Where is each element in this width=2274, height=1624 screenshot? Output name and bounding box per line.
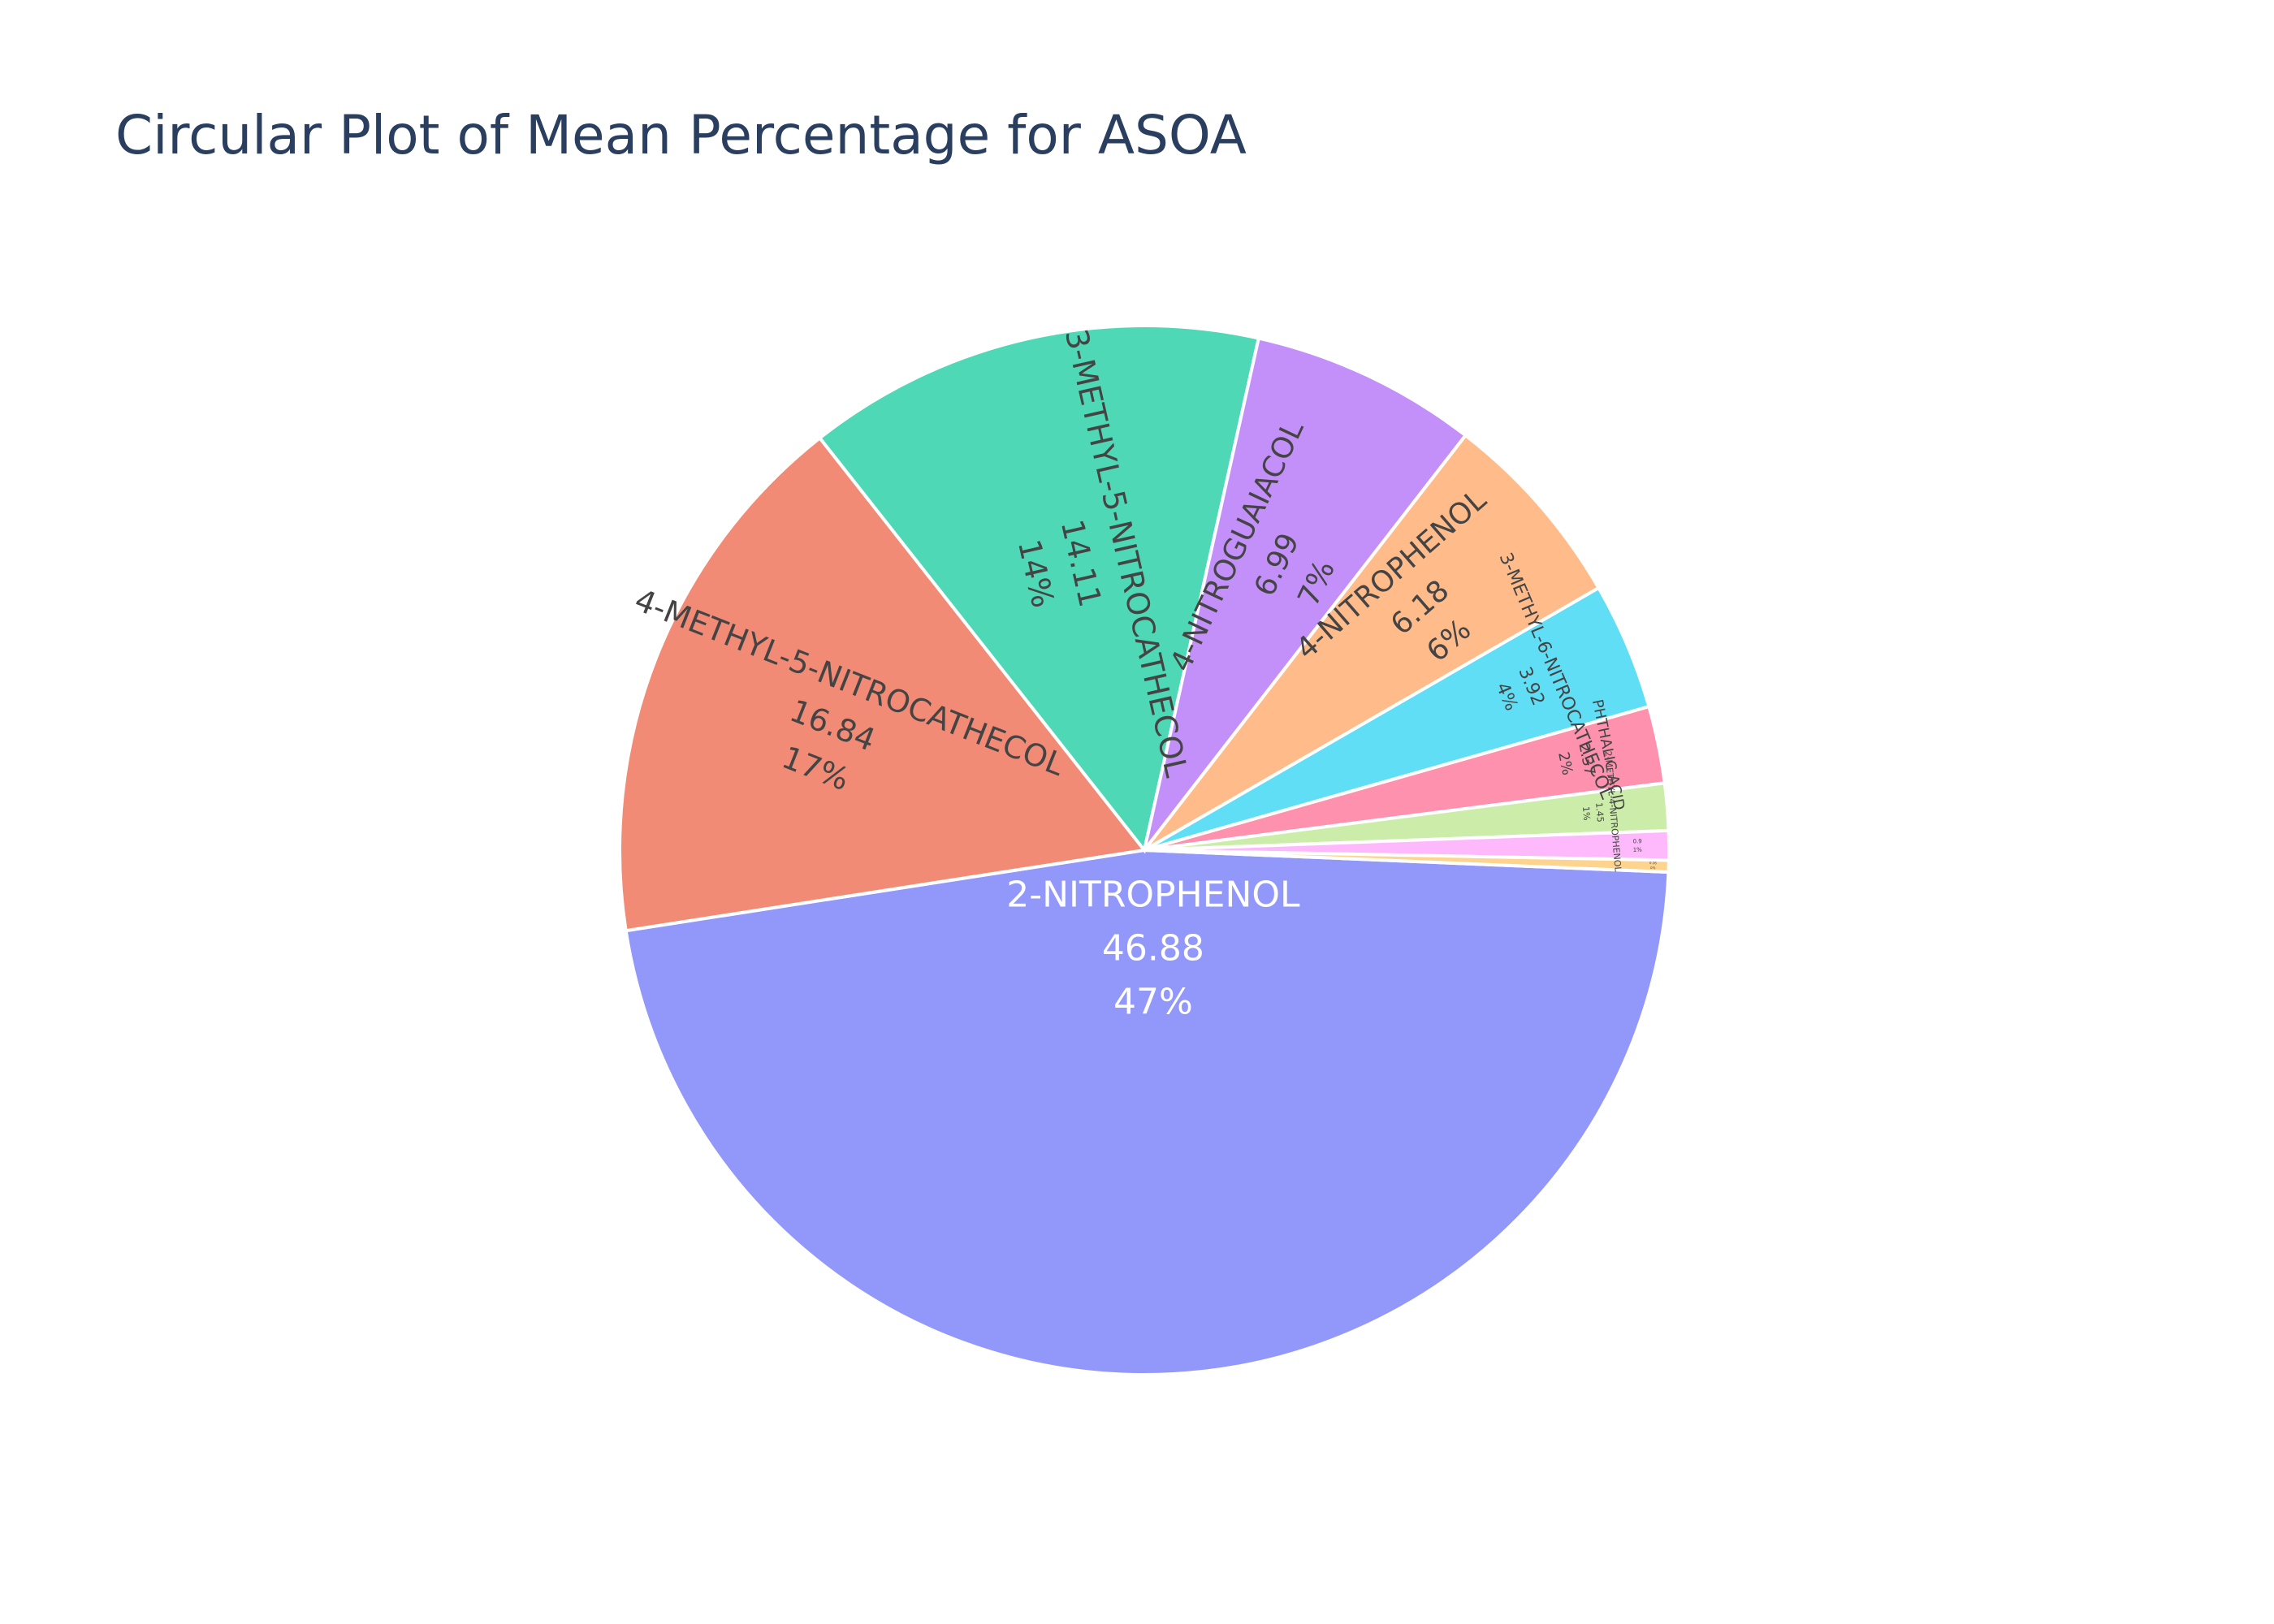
slice-value-text: 1.45 xyxy=(1593,802,1606,823)
slice-label: 0.360% xyxy=(1649,861,1658,870)
pie-slice[interactable] xyxy=(1143,336,1468,852)
pie-slice[interactable] xyxy=(1143,433,1602,852)
slice-percent-text: 47% xyxy=(1113,981,1193,1022)
slice-value-text: 0.36 xyxy=(1649,861,1658,865)
pie-slice[interactable] xyxy=(817,324,1261,854)
slice-label: 0.9 1% xyxy=(1633,838,1643,853)
slice-percent-text: 0% xyxy=(1650,866,1656,870)
slice-value-text: 46.88 xyxy=(1102,927,1204,969)
pie-slice[interactable] xyxy=(624,848,1671,1376)
slice-label-text: 2-NITROPHENOL xyxy=(1006,874,1300,915)
slice-percent-text: 1% xyxy=(1633,847,1643,853)
slice-label: 2-NITROPHENOL 46.88 47% xyxy=(1006,874,1300,1022)
pie-slice[interactable] xyxy=(618,435,1148,933)
pie-slices xyxy=(618,324,1671,1376)
pie-slice[interactable] xyxy=(1143,849,1671,875)
slice-percent-text: 1% xyxy=(1580,806,1592,821)
chart-title: Circular Plot of Mean Percentage for ASO… xyxy=(115,104,1247,166)
slice-value-text: 0.9 xyxy=(1633,838,1642,844)
